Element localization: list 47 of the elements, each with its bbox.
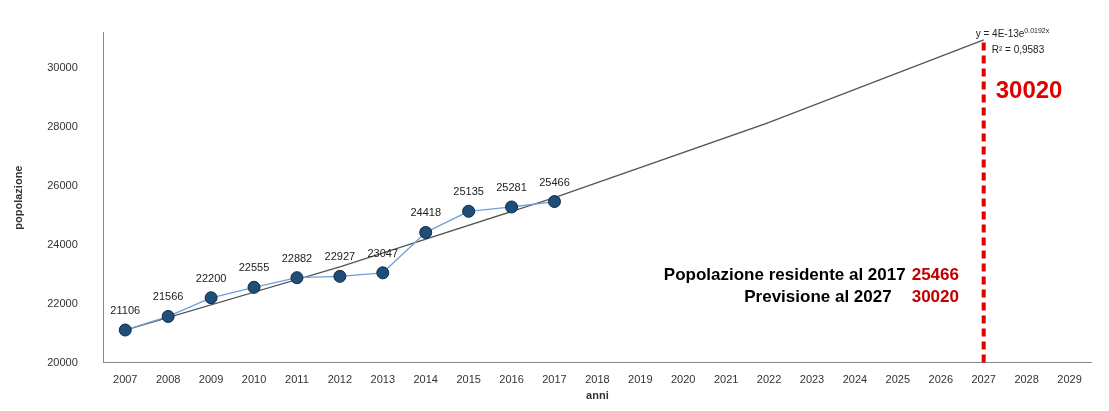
x-tick-label: 2024 xyxy=(842,373,868,386)
data-label: 22555 xyxy=(238,261,270,274)
x-tick-label: 2007 xyxy=(113,373,138,386)
x-tick-label: 2008 xyxy=(155,373,181,386)
x-tick-label: 2017 xyxy=(542,373,567,386)
x-tick-label: 2014 xyxy=(413,373,438,386)
annotation: Previsione al 2027 xyxy=(744,287,892,307)
y-tick-label: 28000 xyxy=(47,119,78,132)
y-tick-label: 26000 xyxy=(47,178,78,191)
x-tick-label: 2019 xyxy=(628,373,653,386)
data-label: 25281 xyxy=(496,181,527,193)
annotation: Popolazione residente al 2017 xyxy=(663,265,906,285)
data-label: 24418 xyxy=(410,206,441,219)
data-label: 22200 xyxy=(195,271,227,284)
x-axis-title: anni xyxy=(586,389,609,402)
x-tick-label: 2018 xyxy=(585,373,610,386)
x-tick-label: 2010 xyxy=(241,373,267,386)
x-tick-label: 2021 xyxy=(713,373,739,386)
y-tick-label: 20000 xyxy=(47,355,78,368)
ref-line-label: 30020 xyxy=(995,75,1063,103)
x-tick-label: 2015 xyxy=(456,373,481,386)
data-label: 21566 xyxy=(152,290,184,303)
x-tick-label: 2025 xyxy=(885,373,911,386)
x-tick-label: 2012 xyxy=(327,373,353,386)
annotation: R² = 0,9583 xyxy=(991,43,1045,55)
x-tick-label: 2023 xyxy=(799,373,825,386)
y-tick-label: 22000 xyxy=(47,296,78,309)
x-tick-label: 2028 xyxy=(1014,373,1039,386)
y-axis-title: popolazione xyxy=(11,165,24,230)
x-tick-label: 2009 xyxy=(198,373,224,386)
data-label: 22927 xyxy=(324,250,356,263)
x-tick-label: 2013 xyxy=(370,373,396,386)
data-label: 25135 xyxy=(453,185,484,198)
x-tick-label: 2022 xyxy=(756,373,782,386)
annotation: 30020 xyxy=(911,287,959,307)
annotation: 25466 xyxy=(911,265,959,285)
x-tick-label: 2029 xyxy=(1057,373,1082,386)
y-tick-label: 30000 xyxy=(47,60,78,73)
x-tick-label: 2027 xyxy=(971,373,996,386)
y-tick-label: 24000 xyxy=(47,237,78,250)
data-label: 25466 xyxy=(539,175,570,188)
x-tick-label: 2020 xyxy=(671,373,696,386)
data-label: 22882 xyxy=(281,251,313,264)
x-tick-label: 2016 xyxy=(499,373,524,386)
data-label: 21106 xyxy=(110,304,141,317)
x-tick-label: 2026 xyxy=(928,373,954,386)
x-tick-label: 2011 xyxy=(285,373,309,386)
